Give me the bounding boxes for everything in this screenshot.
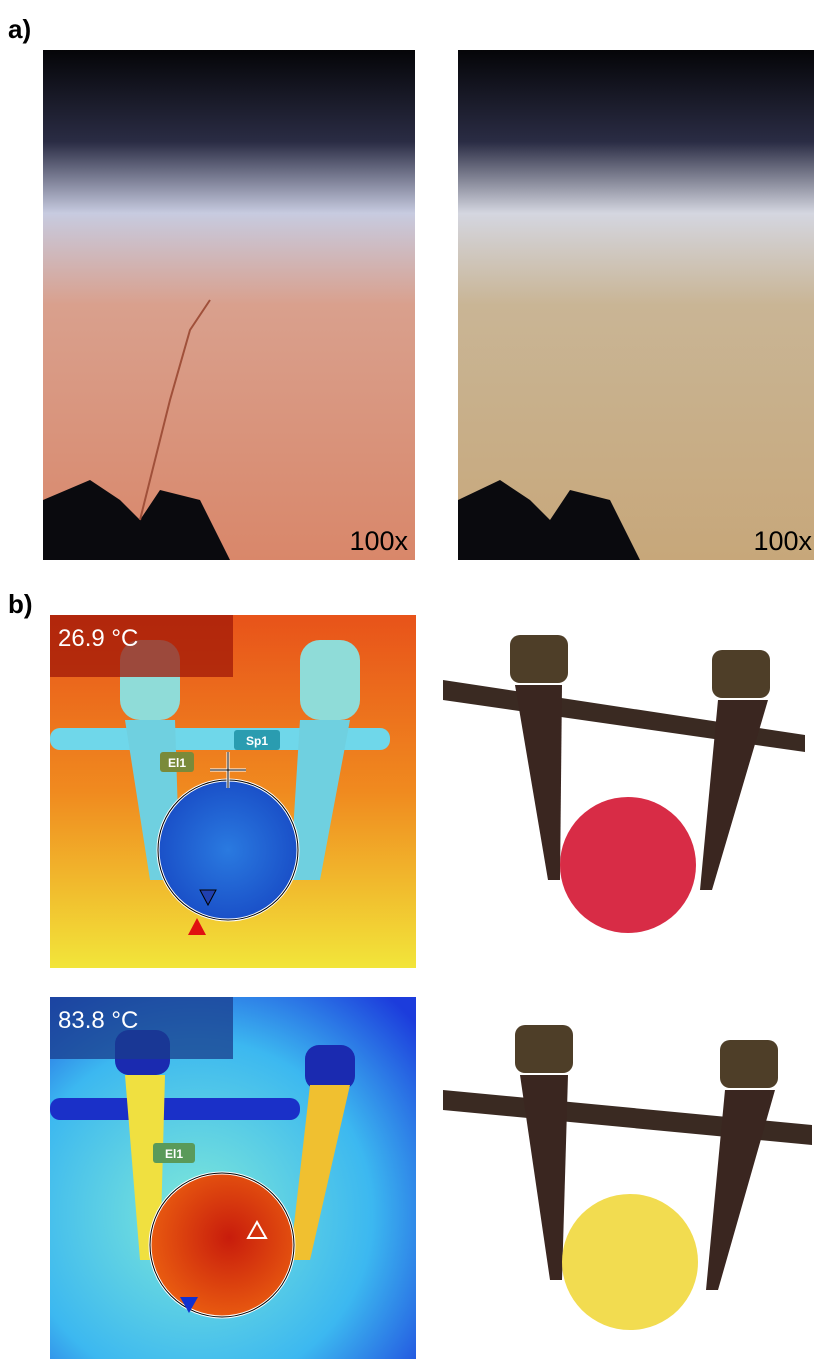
marker-tag: El1 [165, 1147, 183, 1161]
magnification: 100x [349, 526, 408, 556]
micrograph [43, 50, 415, 560]
photo [440, 615, 810, 968]
panel-label: a) [8, 14, 31, 44]
micrograph [458, 50, 814, 560]
temperature-readout: 26.9 °C [58, 625, 138, 652]
marker-tag: El1 [168, 756, 186, 770]
thermal-image [50, 615, 416, 968]
magnification: 100x [753, 526, 812, 556]
marker-tag: Sp1 [246, 734, 268, 748]
photo [440, 997, 814, 1359]
panel-label: b) [8, 589, 33, 619]
figure: a) 100x 100x b) 26.9 °C Sp1 El1 [0, 0, 814, 1359]
thermal-image [50, 997, 416, 1359]
temperature-readout: 83.8 °C [58, 1007, 138, 1034]
